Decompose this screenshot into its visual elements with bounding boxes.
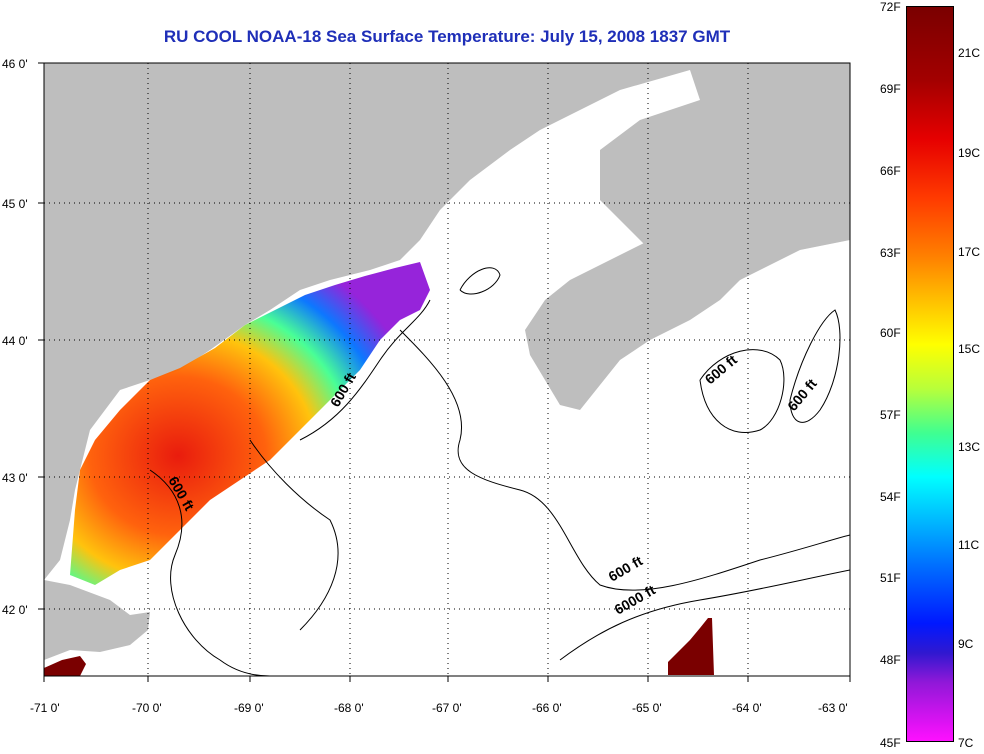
warm-patch-se [668,618,714,675]
colorbar-f-label: 63F [880,246,901,260]
lat-tick-label: 45 0' [2,197,28,211]
lat-tick-label: 44 0' [2,334,28,348]
map-frame [43,62,851,677]
colorbar-f-label: 69F [880,82,901,96]
colorbar-f-label: 60F [880,326,901,340]
tick-marks [38,62,851,682]
lon-tick-label: -66 0' [532,701,562,715]
warm-patch-sw [44,656,86,676]
lat-axis: 46 0' 45 0' 44 0' 43 0' 42 0' [2,57,28,617]
lon-tick-label: -67 0' [432,701,462,715]
lon-tick-label: -71 0' [30,701,60,715]
land-nova-scotia [525,210,780,410]
colorbar-c-label: 7C [958,736,974,750]
colorbar-c-label: 9C [958,637,974,651]
graticule [44,63,850,676]
depth-contours [149,267,850,676]
colorbar-f-label: 66F [880,164,901,178]
lon-tick-label: -69 0' [234,701,264,715]
lon-tick-label: -70 0' [132,701,162,715]
land-cape-cod [44,580,150,660]
colorbar-f-label: 48F [880,653,901,667]
lat-tick-label: 43 0' [2,471,28,485]
colorbar-f-label: 54F [880,490,901,504]
temperature-colorbar [906,6,954,742]
colorbar-f-label: 51F [880,571,901,585]
colorbar-c-label: 11C [958,538,980,552]
colorbar-c-label: 15C [958,342,981,356]
lon-axis: -71 0' -70 0' -69 0' -68 0' -67 0' -66 0… [30,701,848,715]
colorbar-f-label: 57F [880,408,901,422]
colorbar-f-label: 72F [880,0,901,14]
lon-tick-label: -63 0' [818,701,848,715]
lon-tick-label: -64 0' [732,701,762,715]
lon-tick-label: -68 0' [334,701,364,715]
colorbar-c-label: 17C [958,245,981,259]
lon-tick-label: -65 0' [632,701,662,715]
colorbar-c-label: 19C [958,146,981,160]
colorbar-c-label: 21C [958,46,981,60]
colorbar-c-label: 13C [958,440,981,454]
lat-tick-label: 46 0' [2,57,28,71]
colorbar-f-label: 45F [880,736,901,750]
map-title: RU COOL NOAA-18 Sea Surface Temperature:… [163,27,731,46]
lat-tick-label: 42 0' [2,603,28,617]
land-mainland [44,63,850,580]
